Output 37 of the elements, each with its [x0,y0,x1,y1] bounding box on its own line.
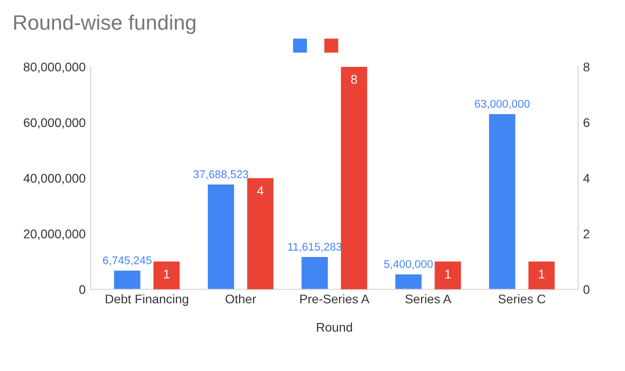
y-tick-label: 20,000,000 [24,230,86,240]
y2-tick-label: 4 [583,174,590,183]
bar [153,262,180,290]
bar [434,262,461,290]
data-label: 8 [351,74,357,84]
bar [489,114,516,290]
y2-tick-label: 2 [584,230,590,238]
y-tick-label: 80,000,000 [24,62,86,73]
bar [114,270,140,290]
data-label: 1 [539,270,544,278]
bar [302,257,328,290]
y-tick-label: 60,000,000 [24,118,86,129]
x-tick-label: Pre-Series A [300,294,370,304]
x-tick-label: Debt Financing [106,294,188,306]
x-tick-label: Series A [405,294,452,304]
y2-tick-label: 6 [584,118,590,128]
bar [528,262,555,290]
y-tick-label: 40,000,000 [23,174,86,184]
bar [340,66,368,290]
x-tick-label: Series C [498,294,546,304]
data-label: 11,615,283 [288,242,342,252]
x-tick-label: Other [226,294,256,304]
bar [208,184,234,290]
chart-title: Round-wise funding [14,14,196,34]
data-label: 1 [445,270,451,278]
y2-tick-label: 8 [584,62,590,72]
data-label: 63,000,000 [474,100,530,110]
bar [395,274,422,290]
data-label: 6,745,245 [103,256,152,266]
data-label: 37,688,523 [194,170,248,180]
bar [247,178,274,290]
data-label: 1 [164,270,170,278]
y-tick-label: 0 [79,285,86,294]
data-label: 5,400,000 [384,260,433,270]
x-axis-title: Round [316,322,352,332]
data-label: 4 [257,186,264,195]
y2-tick-label: 0 [583,285,590,294]
